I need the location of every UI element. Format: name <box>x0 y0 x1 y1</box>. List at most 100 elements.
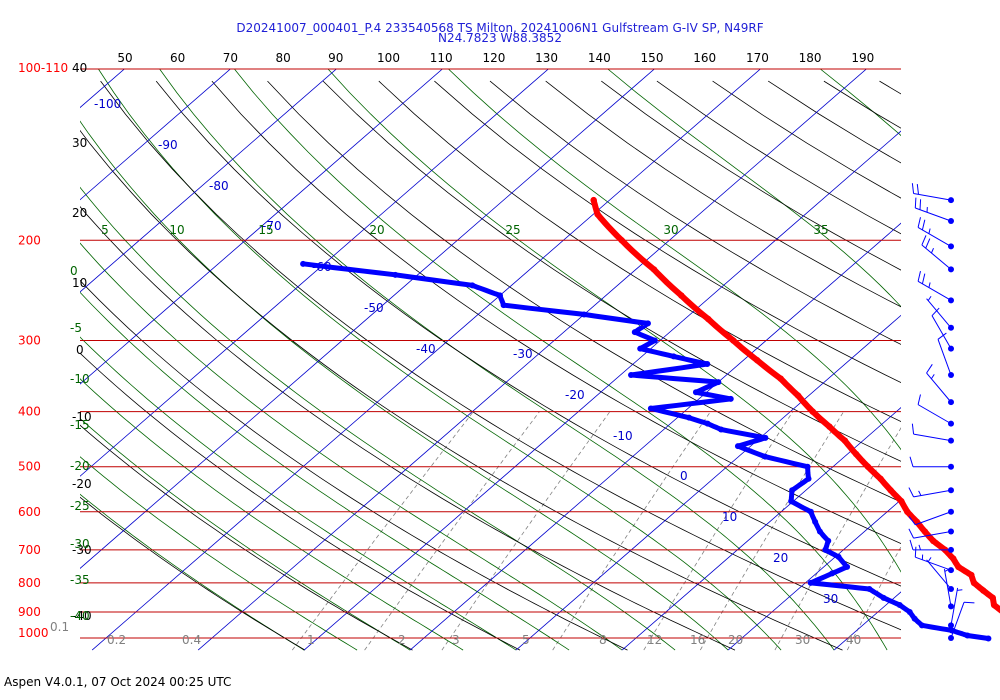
dewpoint-point <box>500 302 507 309</box>
dewpoint-point <box>762 453 769 460</box>
wind-barb-staff <box>917 280 952 301</box>
moist-adiabat <box>820 69 901 137</box>
isotherm-label: 0 <box>680 469 688 483</box>
wind-barb <box>937 332 954 379</box>
wind-barb-station <box>948 372 954 379</box>
moist-adiabat-label: -15 <box>70 418 90 432</box>
wind-barb <box>926 364 954 406</box>
dry-adiabat-label: 0 <box>76 343 84 357</box>
wind-barb-staff <box>917 404 952 425</box>
dewpoint-point <box>392 271 399 278</box>
moist-adiabat <box>80 378 464 651</box>
dewpoint-point <box>804 463 811 470</box>
moist-adiabat <box>80 336 517 651</box>
wind-barb-half-flag <box>918 544 921 551</box>
temperature-point <box>594 211 601 218</box>
dry-adiabat-label: -10 <box>72 410 92 424</box>
mixing-ratio-label: 0.4 <box>182 633 201 647</box>
wind-barb-staff <box>915 556 952 571</box>
isotherm-label: 20 <box>773 551 788 565</box>
top-theta-label: 140 <box>588 51 611 65</box>
dry-adiabat <box>80 352 521 651</box>
wind-barb-flag <box>917 394 921 405</box>
dewpoint-point <box>651 337 658 344</box>
wind-barb-flag <box>921 273 926 284</box>
dewpoint-point <box>807 579 814 586</box>
dry-adiabat <box>823 80 901 129</box>
dry-adiabat-label: -30 <box>72 543 92 557</box>
wind-barb-half-flag <box>944 568 950 572</box>
isotherm-label: -80 <box>209 179 229 193</box>
wind-barb-staff <box>913 433 952 442</box>
dewpoint-point <box>816 528 823 535</box>
isotherm-line <box>91 69 761 651</box>
isotherm-label: -30 <box>513 347 533 361</box>
isotherm-label: -40 <box>416 342 436 356</box>
moist-adiabat-label: 5 <box>101 223 109 237</box>
pressure-label: 800 <box>18 576 41 590</box>
wind-barb-flag <box>925 238 931 249</box>
temperature-point <box>650 266 658 273</box>
moist-adiabat <box>80 291 570 651</box>
moist-adiabat-label: -35 <box>70 573 90 587</box>
wind-barb <box>914 546 954 574</box>
wind-barb <box>931 307 954 352</box>
top-theta-label: 160 <box>693 51 716 65</box>
moist-adiabat-label: 0 <box>70 264 78 278</box>
dry-adiabat <box>80 129 843 651</box>
mixing-ratio-label: 8 <box>599 633 607 647</box>
wind-barb-flag <box>917 217 921 228</box>
dewpoint-point <box>628 372 635 379</box>
wind-barb-staff <box>943 568 952 607</box>
isotherm-label: 30 <box>823 592 838 606</box>
mixing-ratio-line <box>846 545 901 651</box>
wind-barb-flag <box>937 332 947 340</box>
dry-adiabats <box>80 80 901 651</box>
wind-barb <box>948 601 975 641</box>
dewpoint-point <box>805 475 812 482</box>
isotherm-label: -100 <box>94 97 121 111</box>
dewpoint-point <box>835 553 842 560</box>
mixing-ratio-label: 30 <box>795 633 810 647</box>
top-theta-label: 110 <box>430 51 453 65</box>
top-theta-label: 150 <box>641 51 664 65</box>
wind-barb-half-flag <box>957 589 963 591</box>
isotherm-line <box>80 69 337 293</box>
temperature-point <box>968 571 975 579</box>
moist-adiabat-label: -25 <box>70 499 90 513</box>
moist-adiabat-label: -20 <box>70 459 90 473</box>
dewpoint-point <box>647 405 654 412</box>
dewpoint-point <box>825 537 832 544</box>
isotherm-line <box>80 69 655 569</box>
dry-adiabat-label: -40 <box>72 609 92 623</box>
wind-barb-station <box>948 463 954 470</box>
dewpoint-point <box>906 608 913 615</box>
moist-adiabat-label: -30 <box>70 537 90 551</box>
temperature-point <box>904 508 911 515</box>
wind-barb-station <box>948 487 954 494</box>
top-theta-label: 170 <box>746 51 769 65</box>
wind-barb-station <box>948 420 954 427</box>
mixing-ratio-label: 0.2 <box>107 633 126 647</box>
temperature-profile <box>590 196 1000 614</box>
wind-barb-station <box>948 437 954 444</box>
wind-barb-flag <box>919 199 922 210</box>
temperature-point <box>678 292 685 299</box>
isotherm-line <box>621 407 901 651</box>
dewpoint-point <box>789 487 796 494</box>
temperature-line <box>590 197 1000 614</box>
moist-adiabat-label: -10 <box>70 372 90 386</box>
wind-barb-staff <box>913 531 952 539</box>
pressure-label: 700 <box>18 543 41 557</box>
mixing-ratio-label: 1 <box>307 633 315 647</box>
isotherms <box>80 69 901 651</box>
wind-barb-flag <box>926 364 933 374</box>
isotherm-line <box>80 69 549 477</box>
top-theta-label: 70 <box>223 51 238 65</box>
moist-adiabat <box>80 417 411 651</box>
wind-barb <box>917 271 954 304</box>
dry-adiabat-label: 40 <box>72 61 87 75</box>
isotherm-line <box>80 69 231 201</box>
dry-adiabat <box>434 80 901 384</box>
wind-barb-flag <box>908 516 916 526</box>
